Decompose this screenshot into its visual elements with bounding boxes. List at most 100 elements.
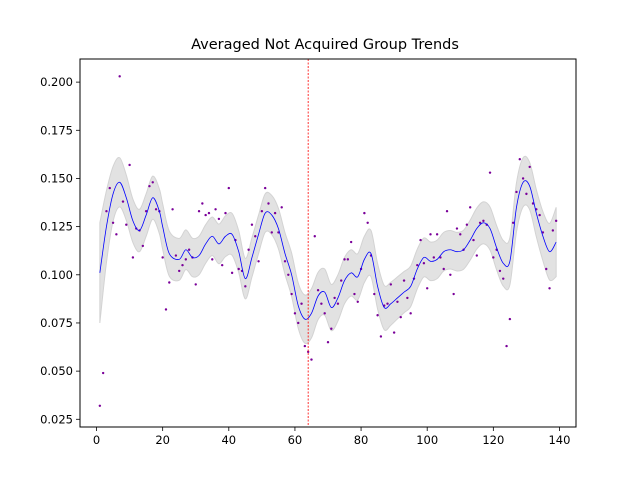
y-tick-label: 0.025 bbox=[40, 412, 73, 426]
x-tick-label: 80 bbox=[354, 433, 369, 447]
data-point bbox=[131, 256, 135, 259]
data-point bbox=[488, 171, 492, 174]
smooth-trend-line bbox=[99, 180, 557, 320]
y-tick-label: 0.175 bbox=[40, 123, 73, 137]
data-point bbox=[525, 192, 528, 196]
data-point bbox=[290, 292, 293, 296]
data-point bbox=[502, 277, 505, 280]
data-point bbox=[257, 260, 260, 263]
data-point bbox=[300, 302, 303, 305]
data-point bbox=[459, 233, 462, 236]
data-point bbox=[115, 233, 118, 236]
data-point bbox=[518, 157, 521, 161]
data-point bbox=[260, 210, 264, 213]
data-point bbox=[475, 254, 478, 257]
x-axis: 0 20 40 60 80 100 120 140 bbox=[93, 427, 570, 447]
data-point bbox=[111, 221, 115, 224]
data-point bbox=[392, 331, 396, 334]
data-point bbox=[310, 358, 313, 361]
y-axis: 0.025 0.050 0.075 0.100 0.125 0.150 0.175 0.200 bbox=[40, 75, 80, 426]
data-point bbox=[144, 210, 148, 213]
data-point bbox=[263, 186, 267, 190]
data-point bbox=[118, 75, 121, 78]
data-point bbox=[409, 312, 412, 315]
data-point bbox=[316, 289, 320, 292]
data-point bbox=[353, 292, 356, 296]
data-point bbox=[267, 202, 270, 205]
data-point bbox=[366, 221, 369, 224]
data-point bbox=[330, 327, 333, 330]
y-tick-label: 0.050 bbox=[40, 364, 73, 378]
data-point bbox=[389, 283, 393, 286]
data-point bbox=[178, 269, 181, 273]
data-point bbox=[217, 217, 221, 221]
data-point bbox=[201, 202, 204, 205]
data-point bbox=[538, 213, 541, 217]
data-point bbox=[187, 248, 191, 251]
data-point bbox=[498, 269, 502, 273]
data-point bbox=[356, 300, 359, 303]
data-point bbox=[515, 190, 518, 194]
x-tick-label: 40 bbox=[221, 433, 236, 447]
x-tick-label: 60 bbox=[288, 433, 303, 447]
y-tick-label: 0.150 bbox=[40, 171, 73, 185]
data-point bbox=[346, 258, 350, 261]
data-point bbox=[472, 238, 475, 242]
axes-frame bbox=[79, 58, 577, 428]
data-point bbox=[148, 184, 151, 188]
data-point bbox=[445, 210, 449, 213]
chart-title: Averaged Not Acquired Group Trends bbox=[191, 37, 459, 53]
data-point bbox=[306, 350, 310, 354]
x-tick-label: 100 bbox=[416, 433, 438, 447]
data-point bbox=[101, 371, 105, 375]
data-point bbox=[108, 186, 111, 190]
data-point bbox=[402, 279, 406, 282]
x-tick-label: 140 bbox=[548, 433, 570, 447]
y-tick-label: 0.200 bbox=[40, 75, 73, 89]
data-point bbox=[181, 263, 184, 267]
data-point bbox=[379, 335, 383, 338]
x-tick-label: 120 bbox=[482, 433, 504, 447]
data-point bbox=[376, 314, 379, 317]
data-point bbox=[349, 240, 353, 244]
data-point bbox=[207, 211, 211, 215]
data-point bbox=[224, 211, 227, 215]
data-point bbox=[244, 285, 247, 288]
data-point bbox=[442, 267, 445, 271]
data-point bbox=[373, 292, 376, 296]
data-point bbox=[521, 177, 525, 180]
data-point bbox=[455, 227, 459, 230]
data-point bbox=[287, 273, 290, 276]
data-point bbox=[406, 296, 409, 300]
data-point bbox=[551, 229, 555, 232]
data-point bbox=[416, 263, 419, 267]
data-point bbox=[128, 163, 131, 167]
data-point bbox=[449, 273, 452, 276]
data-point bbox=[211, 258, 214, 261]
data-point bbox=[98, 404, 102, 408]
data-point bbox=[230, 271, 234, 275]
data-point bbox=[168, 281, 171, 284]
data-point bbox=[340, 279, 343, 282]
data-point bbox=[528, 165, 531, 169]
data-point bbox=[482, 219, 485, 223]
confidence-band bbox=[99, 155, 557, 345]
y-tick-label: 0.100 bbox=[40, 268, 73, 282]
data-point bbox=[154, 208, 158, 211]
data-point bbox=[254, 235, 257, 238]
data-point bbox=[492, 256, 495, 259]
data-point bbox=[194, 283, 197, 286]
data-point bbox=[250, 223, 254, 226]
data-point bbox=[151, 181, 154, 184]
data-point bbox=[161, 256, 164, 259]
data-point bbox=[297, 321, 300, 325]
data-point bbox=[326, 341, 330, 344]
data-point bbox=[184, 258, 188, 261]
data-point bbox=[548, 287, 551, 290]
data-point bbox=[432, 256, 436, 259]
data-point bbox=[237, 267, 240, 271]
data-point bbox=[293, 312, 297, 315]
data-point bbox=[363, 211, 366, 215]
